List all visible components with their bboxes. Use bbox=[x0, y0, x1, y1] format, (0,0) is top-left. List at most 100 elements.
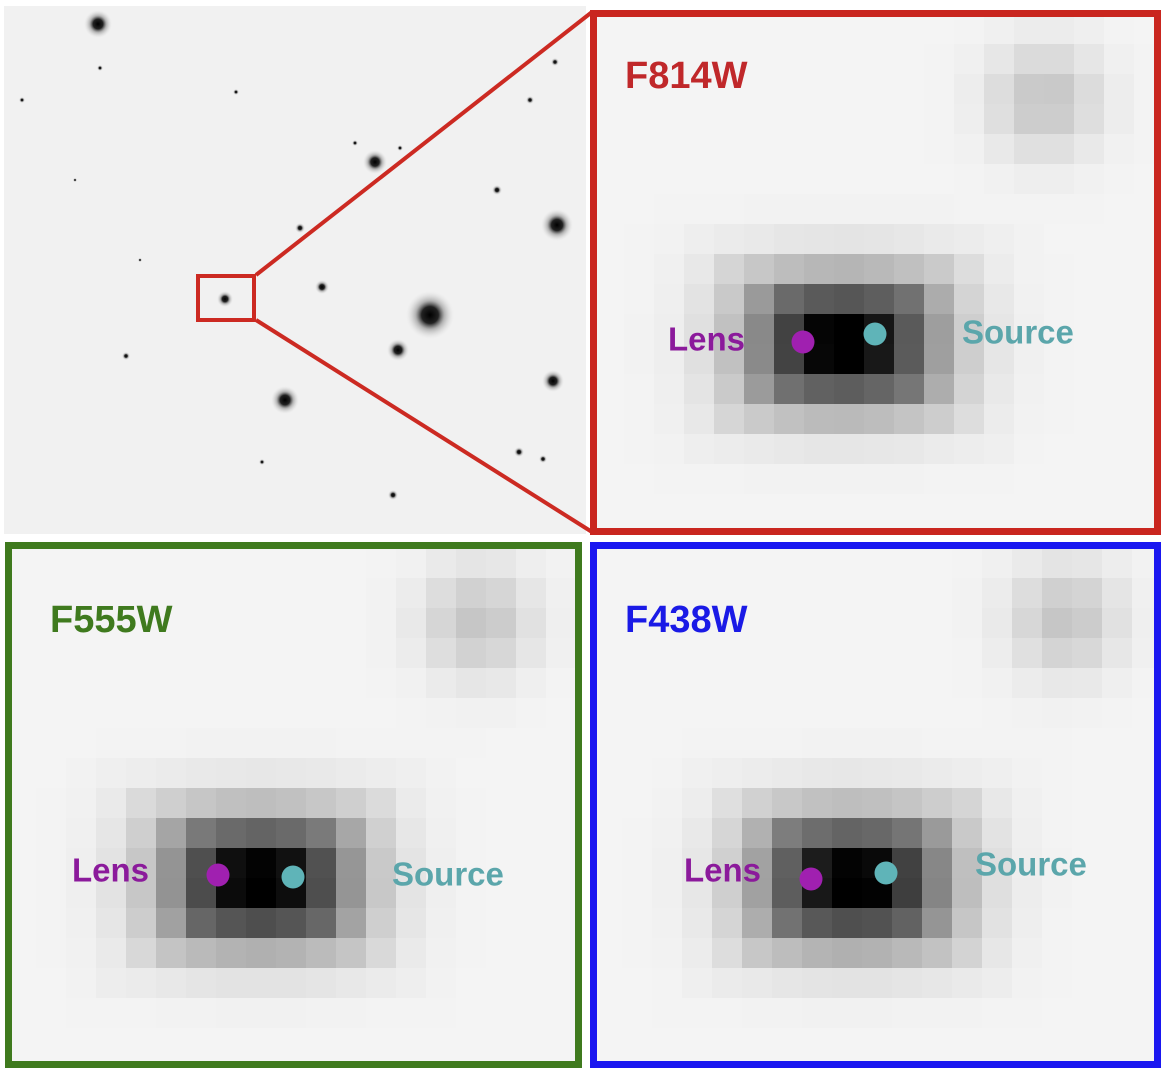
pixel bbox=[924, 404, 954, 434]
pixel bbox=[772, 728, 802, 758]
pixel bbox=[276, 998, 306, 1028]
pixel bbox=[1104, 224, 1134, 254]
pixel bbox=[772, 998, 802, 1028]
pixel bbox=[624, 14, 654, 44]
pixel bbox=[654, 524, 684, 531]
pixel bbox=[456, 758, 486, 788]
pixel bbox=[772, 638, 802, 668]
pixel bbox=[894, 194, 924, 224]
pixel bbox=[36, 1028, 66, 1058]
pixel bbox=[742, 938, 772, 968]
pixel bbox=[952, 968, 982, 998]
pixel bbox=[276, 1028, 306, 1058]
zoom-line bbox=[254, 10, 594, 277]
pixel bbox=[772, 848, 802, 878]
pixel bbox=[516, 968, 546, 998]
pixel bbox=[682, 668, 712, 698]
pixel bbox=[954, 524, 984, 531]
pixel bbox=[804, 164, 834, 194]
pixel bbox=[832, 878, 862, 908]
pixel bbox=[594, 44, 624, 74]
pixel bbox=[1074, 314, 1104, 344]
pixel bbox=[924, 344, 954, 374]
pixel bbox=[622, 998, 652, 1028]
pixel bbox=[516, 788, 546, 818]
pixel bbox=[36, 848, 66, 878]
pixel bbox=[924, 44, 954, 74]
pixel bbox=[1072, 638, 1102, 668]
pixel bbox=[714, 524, 744, 531]
pixel bbox=[922, 728, 952, 758]
pixel bbox=[36, 908, 66, 938]
pixel bbox=[396, 818, 426, 848]
pixel bbox=[1072, 968, 1102, 998]
pixel bbox=[516, 908, 546, 938]
pixel bbox=[804, 434, 834, 464]
pixel bbox=[712, 1028, 742, 1058]
pixel bbox=[864, 434, 894, 464]
pixel bbox=[684, 494, 714, 524]
pixel bbox=[216, 728, 246, 758]
pixel bbox=[622, 968, 652, 998]
pixel bbox=[306, 698, 336, 728]
pixel bbox=[1044, 314, 1074, 344]
pixel bbox=[802, 638, 832, 668]
pixel bbox=[652, 728, 682, 758]
pixel bbox=[336, 698, 366, 728]
pixel bbox=[156, 908, 186, 938]
pixel bbox=[952, 908, 982, 938]
pixel bbox=[66, 668, 96, 698]
pixel bbox=[744, 314, 774, 344]
pixel bbox=[396, 698, 426, 728]
pixel bbox=[624, 164, 654, 194]
pixel bbox=[276, 548, 306, 578]
pixel bbox=[96, 668, 126, 698]
pixel bbox=[982, 638, 1012, 668]
pixel bbox=[774, 284, 804, 314]
pixel bbox=[832, 938, 862, 968]
filter-label: F555W bbox=[50, 599, 173, 641]
pixel bbox=[864, 14, 894, 44]
zoom-box bbox=[196, 274, 256, 322]
pixel bbox=[742, 578, 772, 608]
pixel bbox=[594, 524, 624, 531]
pixel bbox=[336, 548, 366, 578]
pixel bbox=[186, 788, 216, 818]
pixel bbox=[864, 284, 894, 314]
pixel bbox=[96, 758, 126, 788]
pixel bbox=[546, 1028, 576, 1058]
pixel bbox=[684, 404, 714, 434]
pixel bbox=[1104, 404, 1134, 434]
pixel bbox=[954, 404, 984, 434]
pixel bbox=[984, 134, 1014, 164]
pixel bbox=[682, 758, 712, 788]
pixel bbox=[714, 194, 744, 224]
pixel bbox=[1104, 254, 1134, 284]
star bbox=[84, 10, 112, 38]
pixel bbox=[96, 788, 126, 818]
pixel bbox=[366, 818, 396, 848]
pixel bbox=[96, 818, 126, 848]
pixel bbox=[1044, 464, 1074, 494]
pixel bbox=[546, 548, 576, 578]
pixel bbox=[952, 818, 982, 848]
pixel bbox=[186, 968, 216, 998]
pixel bbox=[954, 374, 984, 404]
pixel bbox=[216, 938, 246, 968]
pixel bbox=[456, 818, 486, 848]
pixel bbox=[36, 578, 66, 608]
pixel bbox=[186, 908, 216, 938]
pixel bbox=[982, 908, 1012, 938]
pixel bbox=[774, 194, 804, 224]
pixel bbox=[9, 578, 36, 608]
pixel bbox=[802, 968, 832, 998]
pixel bbox=[66, 788, 96, 818]
pixel bbox=[834, 14, 864, 44]
pixel bbox=[1042, 848, 1072, 878]
pixel bbox=[1044, 254, 1074, 284]
pixel bbox=[594, 344, 624, 374]
pixel bbox=[682, 788, 712, 818]
pixel bbox=[366, 908, 396, 938]
pixel bbox=[594, 74, 624, 104]
pixel bbox=[774, 254, 804, 284]
